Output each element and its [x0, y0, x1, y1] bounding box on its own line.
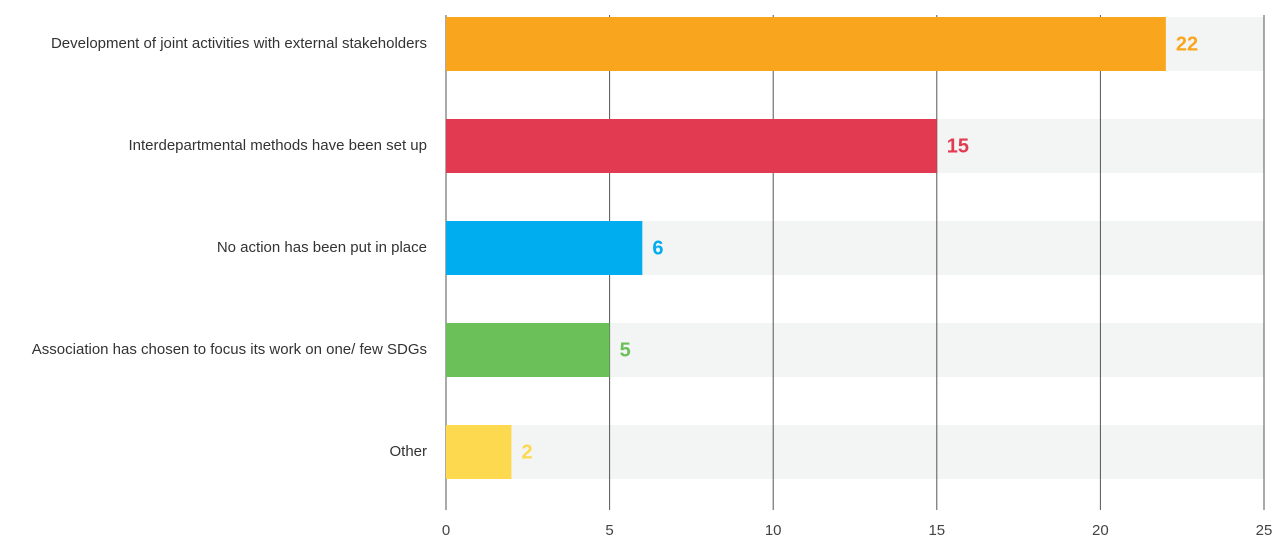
x-tick-label: 0	[442, 522, 450, 539]
data-label: 15	[947, 135, 969, 157]
y-tick-label: Association has chosen to focus its work…	[31, 341, 427, 358]
bar	[446, 323, 610, 377]
y-tick-label: Development of joint activities with ext…	[50, 35, 427, 52]
bar	[446, 221, 643, 275]
bar-track	[446, 425, 1264, 479]
data-label: 22	[1176, 33, 1198, 55]
x-tick-label: 25	[1256, 522, 1273, 539]
bar	[446, 119, 937, 173]
data-label: 5	[620, 339, 631, 361]
bar	[446, 425, 512, 479]
y-tick-label: Other	[389, 443, 427, 460]
bar	[446, 17, 1166, 71]
data-label: 2	[521, 441, 532, 463]
x-tick-label: 10	[765, 522, 782, 539]
data-label: 6	[652, 237, 663, 259]
y-tick-label: Interdepartmental methods have been set …	[128, 137, 427, 154]
x-tick-label: 20	[1092, 522, 1109, 539]
x-tick-label: 5	[605, 522, 613, 539]
y-tick-label: No action has been put in place	[216, 239, 427, 256]
x-tick-label: 15	[928, 522, 945, 539]
